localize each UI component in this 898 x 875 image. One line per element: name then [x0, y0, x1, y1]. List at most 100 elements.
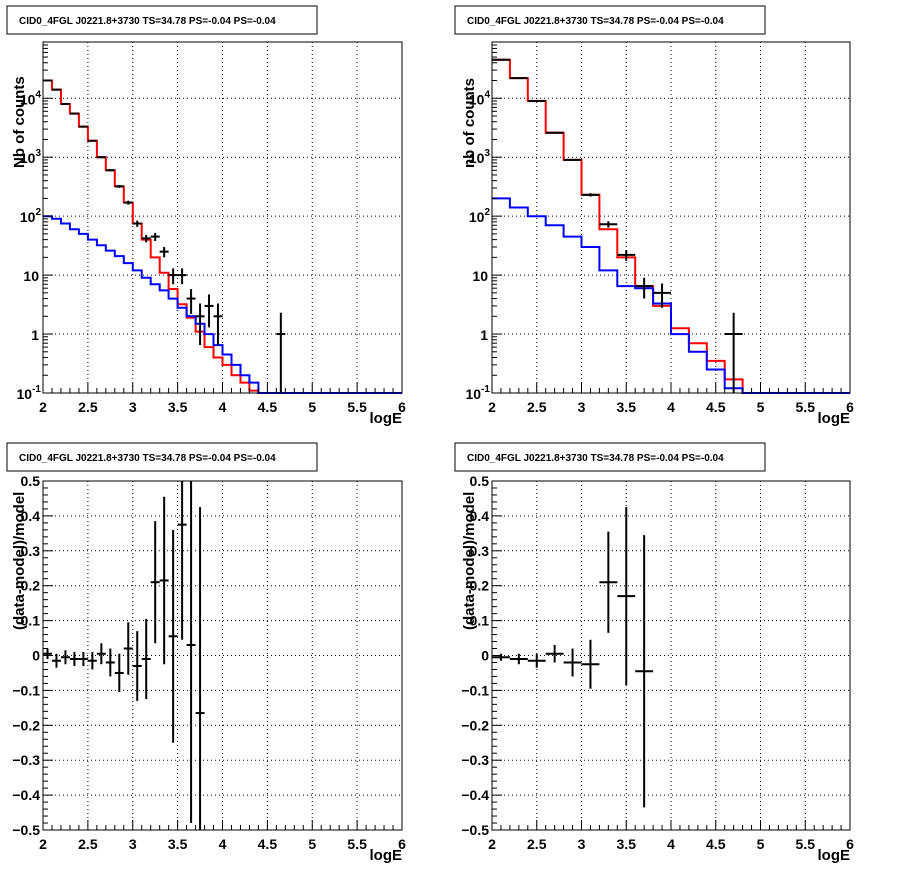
y-tick-label: 1: [31, 327, 39, 343]
data-point: [177, 481, 187, 640]
y-axis-label: nb of counts: [461, 78, 478, 168]
y-tick-label: 103: [469, 148, 491, 166]
data-point: [581, 193, 600, 197]
data-point: [87, 652, 97, 670]
data-point: [105, 648, 115, 677]
panel-residual-left: CID0_4FGL J0221.8+3730 TS=34.78 PS=-0.04…: [6, 442, 406, 864]
data-point: [168, 268, 178, 285]
x-tick-label: 2.5: [527, 836, 547, 852]
data-point: [150, 232, 160, 241]
x-tick-label: 4.5: [258, 836, 278, 852]
x-tick-label: 5: [308, 836, 316, 852]
y-tick-label: 10-1: [466, 384, 491, 402]
title-box: [454, 5, 766, 35]
title-box: [454, 442, 766, 472]
x-tick-label: 4: [667, 399, 675, 415]
panel-title: CID0_4FGL J0221.8+3730 TS=34.78 PS=-0.04…: [19, 453, 276, 464]
y-tick-label: −0.5: [12, 822, 40, 838]
data-point: [132, 631, 142, 701]
x-tick-label: 4.5: [258, 399, 278, 415]
data-point: [635, 535, 654, 808]
x-tick-label: 5.5: [347, 399, 367, 415]
data-point: [132, 220, 142, 227]
data-point: [105, 169, 115, 172]
data-point: [492, 653, 510, 661]
data-point: [69, 112, 79, 115]
y-tick-label: 1: [480, 327, 488, 343]
data-point: [123, 622, 133, 675]
model-background-line: [492, 197, 850, 394]
y-tick-label: 0.1: [470, 613, 490, 629]
x-tick-label: 4: [219, 836, 227, 852]
data-point: [563, 158, 582, 161]
title-box: [6, 442, 318, 472]
data-point: [509, 653, 528, 665]
y-tick-label: 0.4: [470, 508, 490, 524]
y-axis-label: Nb of counts: [11, 76, 28, 168]
x-tick-label: 3.5: [168, 399, 188, 415]
panel-counts-right: CID0_4FGL J0221.8+3730 TS=34.78 PS=-0.04…: [454, 5, 854, 427]
y-tick-label: 102: [20, 207, 42, 225]
y-tick-label: 10: [472, 268, 488, 284]
y-tick-label: 0.2: [470, 578, 490, 594]
plot-area: 2 2.5 3 3.5 4 4.5 5 5.5 6 −0.5 −0.4 −0.3 −0.2 −0.1 0 0.…: [461, 473, 854, 852]
data-point: [159, 496, 169, 665]
data-point: [195, 303, 205, 346]
data-point: [114, 653, 124, 693]
data-point: [186, 289, 196, 314]
data-point: [186, 481, 196, 824]
x-tick-label: 3: [129, 399, 137, 415]
data-point: [195, 507, 205, 830]
data-point: [599, 531, 618, 633]
y-tick-label: −0.2: [461, 717, 489, 733]
y-tick-label: 0.5: [21, 473, 41, 489]
data-point: [51, 653, 61, 668]
y-tick-label: 104: [20, 89, 42, 107]
data-point: [276, 312, 286, 393]
x-tick-label: 2.5: [78, 399, 98, 415]
data-point: [141, 618, 151, 700]
x-tick-label: 5: [308, 399, 316, 415]
panel-title: CID0_4FGL J0221.8+3730 TS=34.78 PS=-0.04…: [19, 16, 276, 27]
x-axis-label: logE: [370, 410, 403, 427]
plot-area: 2 2.5 3 3.5 4 4.5 5 5.5 6 10-1 1 10 102 103 104: [466, 41, 854, 415]
x-tick-label: 3.5: [617, 399, 637, 415]
data-point: [150, 521, 160, 644]
x-tick-label: 6: [398, 399, 406, 415]
data-point: [51, 88, 61, 91]
y-tick-label: −0.1: [12, 682, 40, 698]
x-tick-label: 5.5: [796, 836, 816, 852]
x-tick-label: 4: [219, 399, 227, 415]
y-tick-label: 0.2: [21, 578, 41, 594]
y-tick-label: 10-1: [17, 384, 42, 402]
data-point: [168, 529, 178, 743]
data-point: [141, 234, 151, 243]
data-point: [563, 648, 582, 677]
data-point: [581, 639, 600, 689]
x-tick-label: 4.5: [706, 836, 726, 852]
data-point: [635, 277, 654, 299]
data-point: [78, 125, 88, 128]
y-tick-label: −0.3: [12, 752, 40, 768]
y-tick-label: −0.4: [461, 787, 489, 803]
y-tick-label: 10: [23, 268, 39, 284]
x-tick-label: 2: [488, 836, 496, 852]
x-tick-label: 3.5: [168, 836, 188, 852]
y-tick-label: −0.5: [461, 822, 489, 838]
x-tick-label: 5.5: [347, 836, 367, 852]
x-tick-label: 2.5: [527, 399, 547, 415]
x-tick-label: 5: [757, 399, 765, 415]
data-point: [78, 652, 88, 666]
x-tick-label: 6: [846, 399, 854, 415]
plot-area: 2 2.5 3 3.5 4 4.5 5 5.5 6 10-1 1 10 102 103 104: [17, 41, 406, 415]
y-tick-label: 0.3: [470, 543, 490, 559]
data-point: [60, 650, 70, 665]
panel-title: CID0_4FGL J0221.8+3730 TS=34.78 PS=-0.04…: [467, 453, 724, 464]
data-point: [96, 643, 106, 665]
panel-counts-left: CID0_4FGL J0221.8+3730 TS=34.78 PS=-0.04…: [6, 5, 406, 427]
data-point: [204, 294, 214, 328]
x-tick-label: 4.5: [706, 399, 726, 415]
y-tick-label: 0.1: [21, 613, 41, 629]
y-tick-label: 0: [481, 648, 489, 664]
y-tick-label: 103: [20, 148, 42, 166]
